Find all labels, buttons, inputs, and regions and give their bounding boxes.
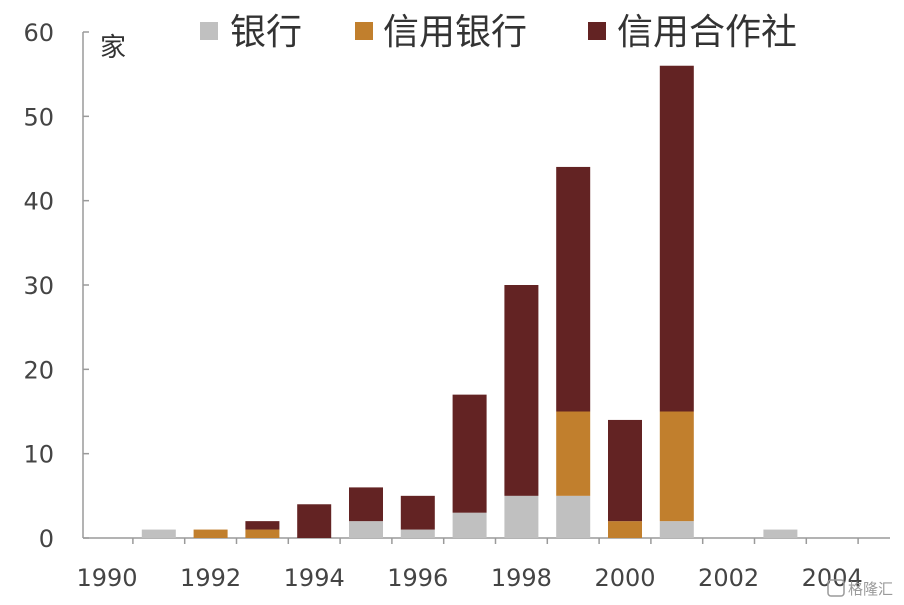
y-tick-label: 60 <box>23 19 54 47</box>
x-tick-label: 1992 <box>180 564 241 592</box>
bar-bank-1998 <box>504 495 539 538</box>
legend-swatch-credit-bank <box>355 22 373 40</box>
bar-bank-1997 <box>452 512 487 538</box>
y-tick-label: 30 <box>23 272 54 300</box>
y-tick-label: 50 <box>23 103 54 131</box>
x-axis: 1990 1992 1994 1996 1998 2000 2002 2004 <box>76 537 890 592</box>
legend-label-credit-bank: 信用银行 <box>383 12 527 53</box>
bar-credit-cooperative-1997 <box>452 394 487 513</box>
bar-credit-cooperative-1994 <box>297 504 332 538</box>
x-tick-label: 2000 <box>594 564 655 592</box>
y-tick-label: 20 <box>23 356 54 384</box>
bar-credit-cooperative-1995 <box>349 487 383 522</box>
legend-label-credit-cooperative: 信用合作社 <box>617 12 797 53</box>
bars <box>141 65 798 538</box>
bar-credit-cooperative-1993 <box>245 521 280 530</box>
x-tick-label: 1996 <box>387 564 448 592</box>
bar-credit-bank-1999 <box>556 411 591 496</box>
x-tick-label: 1998 <box>491 564 552 592</box>
bar-credit-bank-1992 <box>193 529 228 538</box>
bar-bank-1996 <box>400 529 435 538</box>
watermark-text: 格隆汇 <box>848 580 893 598</box>
y-axis-unit-label: 家 <box>100 33 126 63</box>
bar-credit-cooperative-1996 <box>400 495 435 530</box>
bar-credit-cooperative-2001 <box>659 65 694 412</box>
bar-bank-2003 <box>763 529 798 538</box>
bar-credit-bank-2000 <box>608 521 642 538</box>
bar-credit-cooperative-1998 <box>504 285 539 496</box>
legend: 银行 信用银行 信用合作社 <box>200 12 797 53</box>
bar-bank-1991 <box>141 529 176 538</box>
bar-credit-cooperative-2000 <box>608 419 642 522</box>
y-tick-label: 10 <box>23 441 54 469</box>
x-tick-label: 1990 <box>76 564 137 592</box>
bar-credit-bank-1993 <box>245 529 280 538</box>
x-tick-label: 1994 <box>284 564 345 592</box>
bar-bank-1999 <box>556 495 591 538</box>
bar-credit-bank-2001 <box>659 411 694 522</box>
watermark: 格隆汇 <box>827 579 893 598</box>
x-tick-label: 2004 <box>802 564 863 592</box>
legend-swatch-bank <box>200 22 218 40</box>
y-axis: 0 10 20 30 40 50 60 <box>23 19 89 553</box>
y-tick-label: 0 <box>39 525 54 553</box>
watermark-logo-icon <box>827 579 845 597</box>
bar-bank-2001 <box>659 521 694 538</box>
legend-label-bank: 银行 <box>230 12 302 53</box>
bar-credit-cooperative-1999 <box>556 166 591 412</box>
y-tick-label: 40 <box>23 188 54 216</box>
legend-swatch-credit-cooperative <box>588 22 606 40</box>
x-tick-label: 2002 <box>698 564 759 592</box>
bar-bank-1995 <box>349 521 383 538</box>
